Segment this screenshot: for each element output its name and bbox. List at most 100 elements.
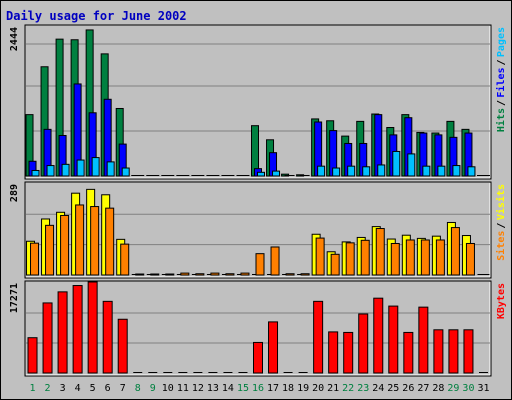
hits-files-pages-bar-pages-day-26: [407, 153, 416, 177]
visits-sites-bar-sites-day-16: [255, 253, 265, 276]
kbytes-bar-kbytes-day-7: [117, 318, 128, 374]
visits-sites-bar-sites-day-14: [225, 273, 235, 276]
kbytes-bar-kbytes-day-13: [208, 372, 218, 373]
hits-files-pages-bar-pages-day-10: [167, 175, 175, 176]
visits-sites-bar-sites-day-10: [165, 273, 175, 276]
visits-sites-bar-sites-day-1: [30, 242, 40, 276]
hits-files-pages-bar-pages-day-27: [422, 165, 431, 177]
kbytes-bar-kbytes-day-10: [163, 372, 173, 373]
kbytes-bar-kbytes-day-22: [343, 331, 354, 374]
kbytes-bar-kbytes-day-17: [268, 321, 279, 374]
kbytes-bar-kbytes-day-1: [27, 337, 38, 374]
x-tick-label-day-26: 26: [402, 383, 414, 394]
x-tick-label-day-13: 13: [207, 383, 219, 394]
x-tick-label-day-6: 6: [105, 383, 111, 394]
hits-files-pages-bar-pages-day-19: [302, 175, 310, 176]
kbytes-bar-kbytes-day-5: [87, 281, 98, 374]
visits-sites-bar-sites-day-8: [135, 273, 145, 276]
visits-sites-bar-sites-day-22: [345, 242, 355, 276]
x-tick-label-day-20: 20: [312, 383, 324, 394]
kbytes-bar-kbytes-day-28: [433, 329, 444, 374]
hits-files-pages-bar-pages-day-30: [467, 166, 476, 177]
visits-sites-bar-sites-day-9: [150, 273, 160, 276]
kbytes-bar-kbytes-day-19: [298, 372, 308, 373]
x-tick-label-day-18: 18: [282, 383, 294, 394]
x-tick-label-day-23: 23: [357, 383, 369, 394]
hits-files-pages-bar-pages-day-24: [377, 164, 386, 177]
hits-files-pages-legend-files: Files: [495, 68, 507, 98]
hits-files-pages-bar-pages-day-11: [182, 175, 190, 176]
visits-sites-bar-sites-day-26: [405, 239, 415, 276]
x-tick-label-day-8: 8: [135, 383, 141, 394]
hits-files-pages-bar-pages-day-23: [362, 166, 371, 177]
visits-sites-bar-sites-day-18: [285, 273, 295, 276]
hits-files-pages-bar-pages-day-21: [332, 167, 341, 177]
hits-files-pages-legend-separator: /: [496, 100, 507, 106]
hits-files-pages-bar-pages-day-31: [482, 175, 490, 176]
x-tick-label-day-17: 17: [267, 383, 279, 394]
visits-sites-bar-sites-day-30: [465, 242, 475, 276]
hits-files-pages-bar-pages-day-20: [317, 165, 326, 177]
hits-files-pages-bar-pages-day-22: [347, 165, 356, 177]
visits-sites-bar-sites-day-13: [210, 272, 220, 276]
x-tick-label-day-7: 7: [120, 383, 126, 394]
kbytes-bar-kbytes-day-3: [57, 291, 68, 374]
x-tick-label-day-28: 28: [432, 383, 444, 394]
hits-files-pages-bar-pages-day-5: [91, 157, 100, 177]
kbytes-bar-kbytes-day-8: [133, 372, 143, 373]
kbytes-bar-kbytes-day-15: [238, 372, 248, 373]
chart-title: Daily usage for June 2002: [6, 9, 187, 23]
visits-sites-bar-sites-day-17: [270, 246, 280, 276]
visits-sites-bar-sites-day-6: [105, 207, 115, 276]
x-tick-label-day-14: 14: [222, 383, 234, 394]
kbytes-bar-kbytes-day-11: [178, 372, 188, 373]
visits-sites-bar-sites-day-21: [330, 253, 340, 276]
visits-sites-bar-sites-day-24: [375, 228, 385, 276]
visits-sites-bar-sites-day-2: [45, 224, 55, 276]
visits-sites-bar-sites-day-11: [180, 272, 190, 276]
visits-sites-bar-sites-day-4: [75, 204, 85, 276]
hits-files-pages-bar-pages-day-6: [106, 161, 115, 177]
x-tick-label-day-21: 21: [327, 383, 339, 394]
hits-files-pages-bar-pages-day-12: [197, 175, 205, 176]
x-tick-label-day-29: 29: [447, 383, 459, 394]
kbytes-bar-kbytes-day-21: [328, 331, 339, 374]
hits-files-pages-bar-pages-day-25: [392, 150, 401, 177]
x-tick-label-day-2: 2: [45, 383, 51, 394]
visits-sites-bar-sites-day-7: [120, 243, 130, 276]
visits-sites-ymax-label: 289: [9, 184, 20, 202]
x-tick-label-day-4: 4: [75, 383, 81, 394]
kbytes-ymax-label: 17271: [9, 283, 20, 313]
kbytes-bar-kbytes-day-2: [42, 302, 53, 374]
hits-files-pages-bar-pages-day-16: [257, 171, 265, 177]
kbytes-bar-kbytes-day-27: [418, 306, 429, 374]
kbytes-legend-kbytes: KBytes: [496, 283, 507, 319]
visits-sites-bar-sites-day-15: [240, 272, 250, 276]
kbytes-bar-kbytes-day-18: [283, 372, 293, 373]
visits-sites-legend-visits: Visits: [495, 184, 507, 220]
x-tick-label-day-3: 3: [60, 383, 66, 394]
visits-sites-bar-sites-day-12: [195, 273, 205, 276]
hits-files-pages-legend-separator: /: [496, 60, 507, 66]
kbytes-bar-kbytes-day-12: [193, 372, 203, 373]
hits-files-pages-bar-pages-day-4: [76, 159, 85, 177]
kbytes-bar-kbytes-day-14: [223, 372, 233, 373]
hits-files-pages-bar-pages-day-17: [272, 170, 281, 177]
kbytes-bar-kbytes-day-6: [102, 300, 113, 374]
x-tick-label-day-25: 25: [387, 383, 399, 394]
x-tick-label-day-9: 9: [150, 383, 156, 394]
kbytes-bar-kbytes-day-9: [148, 372, 158, 373]
kbytes-bar-kbytes-day-24: [373, 297, 384, 374]
x-tick-label-day-30: 30: [462, 383, 474, 394]
hits-files-pages-bar-pages-day-14: [227, 175, 235, 176]
x-tick-label-day-11: 11: [177, 383, 189, 394]
hits-files-pages-bar-pages-day-8: [137, 175, 145, 176]
x-tick-label-day-5: 5: [90, 383, 96, 394]
hits-files-pages-bar-pages-day-13: [212, 175, 220, 176]
visits-sites-bar-sites-day-5: [90, 206, 100, 276]
visits-sites-bar-sites-day-27: [420, 239, 430, 276]
x-tick-label-day-15: 15: [237, 383, 249, 394]
kbytes-bar-kbytes-day-16: [253, 341, 263, 374]
